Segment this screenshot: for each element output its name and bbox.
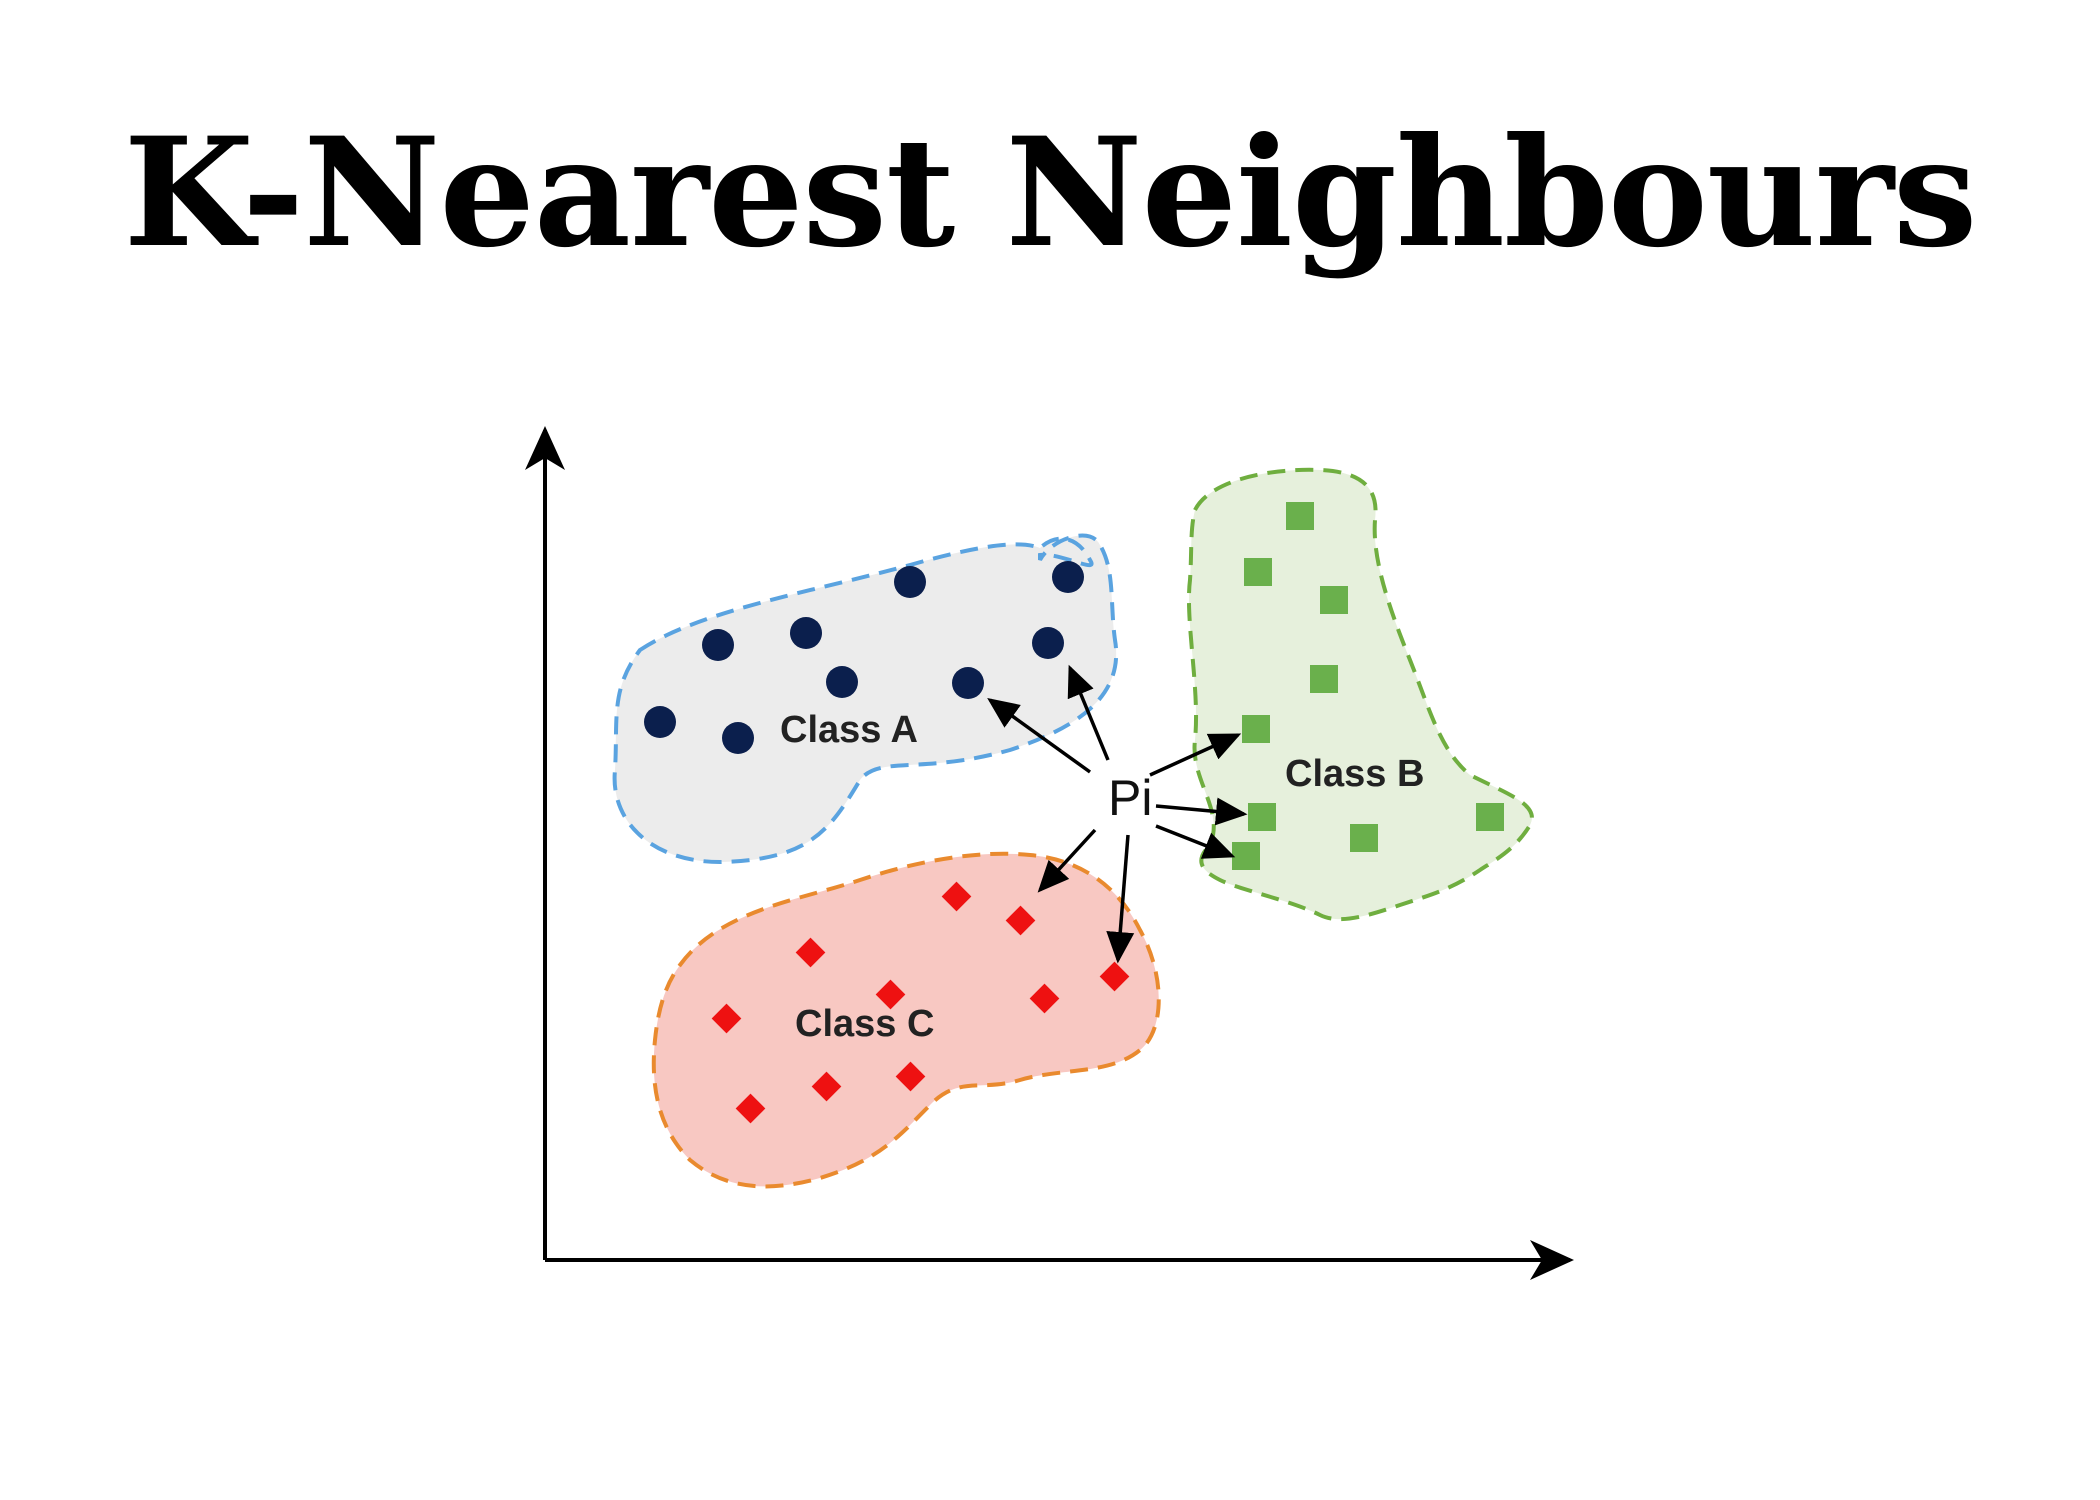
arrow-to-class-a-neighbour <box>1067 664 1110 761</box>
arrow-to-class-c-neighbour <box>1106 834 1135 964</box>
class-a-point <box>722 722 754 754</box>
arrow-to-class-b-neighbour <box>1155 797 1248 826</box>
class-c-label: Class C <box>795 1003 934 1045</box>
class-a-point <box>702 629 734 661</box>
class-c-point <box>795 937 826 968</box>
class-c-point <box>1099 961 1130 992</box>
class-b-label: Class B <box>1285 753 1424 795</box>
class-a-point <box>1032 627 1064 659</box>
class-b-point <box>1286 502 1314 530</box>
class-c-point <box>1005 905 1036 936</box>
class-c-point <box>735 1093 766 1124</box>
class-c-point <box>711 1003 742 1034</box>
class-b-point <box>1320 586 1348 614</box>
class-c-point <box>811 1071 842 1102</box>
neighbour-arrows <box>987 664 1248 964</box>
arrow-to-class-c-neighbour <box>1037 828 1097 893</box>
class-b-point <box>1244 558 1272 586</box>
arrow-to-class-b-neighbour <box>1155 824 1236 859</box>
class-c-point <box>1029 983 1060 1014</box>
class-b-points <box>1232 502 1504 870</box>
class-b-point <box>1310 665 1338 693</box>
class-a-point <box>644 706 676 738</box>
class-a-point <box>894 566 926 598</box>
class-b-point <box>1476 803 1504 831</box>
class-c-points <box>711 881 1130 1124</box>
class-a-point <box>826 666 858 698</box>
arrow-to-class-b-neighbour <box>1149 733 1242 777</box>
class-a-point <box>790 617 822 649</box>
class-c-point <box>941 881 972 912</box>
class-a-point <box>952 667 984 699</box>
class-a-label: Class A <box>780 709 918 751</box>
class-c-region <box>651 851 1161 1189</box>
class-c-point <box>875 979 906 1010</box>
class-b-point <box>1248 803 1276 831</box>
arrow-to-class-a-neighbour <box>987 697 1092 774</box>
page-title: K-Nearest Neighbours <box>123 105 1978 281</box>
class-c-point <box>895 1061 926 1092</box>
class-a-points <box>644 561 1084 754</box>
class-b-point <box>1242 715 1270 743</box>
class-a-region <box>612 533 1119 865</box>
class-b-point <box>1350 824 1378 852</box>
query-point-label: Pi <box>1108 770 1152 826</box>
class-a-point <box>1052 561 1084 593</box>
class-b-point <box>1232 842 1260 870</box>
